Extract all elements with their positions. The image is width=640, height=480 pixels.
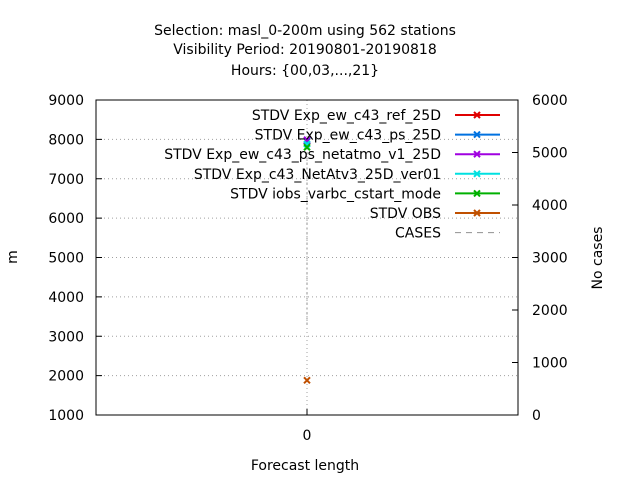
legend-label: STDV Exp_ew_c43_ps_25D — [255, 128, 441, 144]
y-tick-label: 4000 — [48, 290, 84, 306]
y-tick-label: 3000 — [48, 329, 84, 345]
marker-stroke — [303, 376, 311, 385]
data-point — [303, 143, 311, 151]
y2-tick-label: 5000 — [532, 146, 568, 162]
y2-tick-label: 3000 — [532, 251, 568, 267]
y-axis-label: m — [5, 250, 21, 264]
legend-marker — [473, 130, 481, 139]
title-line-2: Visibility Period: 20190801-20190818 — [173, 42, 437, 58]
y2-tick-label: 2000 — [532, 303, 568, 319]
marker-stroke — [473, 130, 481, 139]
data-point — [303, 376, 311, 385]
legend-marker — [473, 170, 481, 178]
y-tick-label: 2000 — [48, 369, 84, 385]
y-axis-left: 1000 2000 3000 4000 5000 6000 7000 8000 9000 — [48, 93, 102, 424]
legend-label: CASES — [395, 226, 441, 242]
legend-label: STDV OBS — [370, 206, 441, 222]
y-tick-label: 6000 — [48, 211, 84, 227]
x-axis-label: Forecast length — [251, 458, 359, 474]
legend-label: STDV Exp_c43_NetAtv3_25D_ver01 — [194, 167, 441, 183]
x-tick-label: 0 — [303, 428, 312, 444]
marker-stroke — [473, 111, 481, 119]
legend-marker — [473, 209, 481, 217]
y-tick-label: 7000 — [48, 172, 84, 188]
y-tick-label: 1000 — [48, 408, 84, 424]
y-tick-label: 8000 — [48, 132, 84, 148]
gridlines — [96, 100, 518, 415]
legend-marker — [473, 150, 481, 158]
data-points — [303, 136, 311, 385]
legend: STDV Exp_ew_c43_ref_25D STDV Exp_ew_c43_p… — [164, 108, 500, 242]
marker-stroke — [473, 189, 481, 198]
y2-axis-label: No cases — [590, 227, 606, 290]
x-axis: 0 — [303, 409, 312, 444]
marker-stroke — [473, 209, 481, 217]
y-axis-right: 0 1000 2000 3000 4000 5000 6000 — [512, 93, 568, 424]
title-line-3: Hours: {00,03,...,21} — [231, 63, 379, 79]
y-tick-label: 5000 — [48, 251, 84, 267]
y2-tick-label: 0 — [532, 408, 541, 424]
chart-title: Selection: masl_0-200m using 562 station… — [154, 23, 456, 79]
y-tick-label: 9000 — [48, 93, 84, 109]
legend-marker — [473, 189, 481, 198]
y2-tick-label: 6000 — [532, 93, 568, 109]
legend-label: STDV Exp_ew_c43_ps_netatmo_v1_25D — [164, 147, 441, 163]
legend-marker — [473, 111, 481, 119]
marker-stroke — [303, 143, 311, 151]
y2-tick-label: 1000 — [532, 356, 568, 372]
legend-label: STDV iobs_varbc_cstart_mode — [230, 186, 441, 202]
y2-tick-label: 4000 — [532, 198, 568, 214]
legend-label: STDV Exp_ew_c43_ref_25D — [252, 108, 441, 124]
marker-stroke — [473, 170, 481, 178]
title-line-1: Selection: masl_0-200m using 562 station… — [154, 23, 456, 39]
marker-stroke — [473, 150, 481, 158]
